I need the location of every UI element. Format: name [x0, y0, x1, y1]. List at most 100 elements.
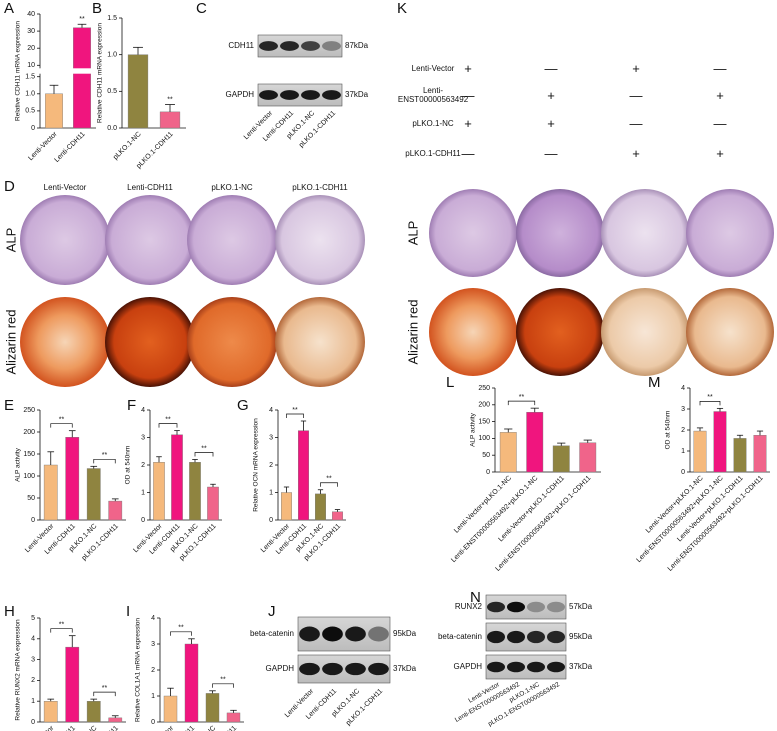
error-bar [188, 638, 195, 644]
error-bar [756, 430, 764, 436]
culture-well [187, 195, 277, 285]
matrix-sign: + [464, 115, 472, 131]
y-tick-label: 1 [151, 693, 155, 700]
significance-label: ** [102, 685, 108, 692]
matrix-sign: + [716, 87, 724, 103]
y-tick-label: 50 [482, 452, 490, 459]
y-axis-label: ALP activity [470, 412, 477, 447]
blot-strip [257, 34, 343, 58]
bar [65, 646, 80, 723]
significance-label: ** [201, 445, 207, 452]
blot-band [527, 630, 545, 644]
bar [713, 411, 727, 473]
blot-strip [257, 83, 343, 107]
blot-band [368, 662, 389, 676]
y-axis-label: Relative OCN mRNA expression [253, 418, 260, 512]
y-tick-label: 3 [269, 434, 273, 441]
bar [526, 411, 544, 473]
plate-row-label: Alizarin red [405, 299, 420, 364]
culture-well [516, 288, 604, 376]
blot-band [299, 626, 320, 642]
blot-band [301, 90, 320, 100]
y-tick-label: 250 [478, 385, 490, 392]
error-bar [174, 430, 180, 435]
blot-size-label: 95kDa [393, 629, 417, 638]
panel-letter: E [4, 397, 14, 414]
y-tick-label: 20 [27, 45, 35, 52]
blot-band [487, 601, 505, 613]
panel-letter: B [92, 0, 102, 17]
error-bar [47, 451, 55, 465]
bar [753, 435, 767, 473]
matrix-row-label: pLKO.1-NC [412, 118, 454, 128]
y-tick-label: 30 [27, 28, 35, 35]
culture-well [20, 195, 110, 285]
significance-bracket [158, 423, 178, 428]
y-tick-label: 1 [269, 489, 273, 496]
plate-row-label: Alizarin red [3, 309, 18, 374]
panel-letter: K [397, 0, 407, 17]
blot-size-label: 57kDa [569, 602, 593, 611]
panel-letter: D [4, 178, 15, 195]
y-tick-label: 0.5 [25, 108, 35, 115]
error-bar [317, 489, 324, 494]
error-bar [156, 456, 162, 463]
matrix-sign: + [547, 115, 555, 131]
x-tick-label: pLKO.1-CDH11 [199, 725, 238, 731]
y-tick-label: 200 [478, 402, 490, 409]
y-tick-label: 100 [23, 473, 35, 480]
y-axis-label: ALP activity [15, 447, 22, 482]
blot-size-label: 87kDa [345, 41, 369, 50]
error-bar [77, 23, 87, 28]
plate-column-label: pLKO.1-NC [211, 183, 253, 192]
plate-column-label: Lenti-CDH11 [127, 183, 173, 192]
error-bar [68, 430, 76, 438]
bar [315, 493, 326, 521]
error-bar [90, 698, 98, 702]
y-axis-label: Relative RUNX2 mRNA expression [15, 619, 22, 721]
significance-label: ** [178, 625, 184, 632]
error-bar [583, 439, 592, 443]
y-tick-label: 150 [23, 451, 35, 458]
culture-well [516, 189, 604, 277]
significance-label: ** [519, 394, 525, 401]
significance-label: ** [167, 96, 173, 103]
blot-band [322, 626, 343, 642]
bar [163, 695, 178, 723]
blot-row-label: CDH11 [228, 41, 254, 50]
y-tick-label: 200 [23, 429, 35, 436]
error-bar [209, 690, 216, 694]
significance-label: ** [220, 677, 226, 684]
blot-band [487, 661, 505, 673]
blot-band [345, 662, 366, 676]
bar [171, 434, 183, 521]
y-axis-label: OD at 540nm [665, 411, 672, 450]
significance-label: ** [326, 476, 332, 483]
bar [579, 442, 597, 473]
y-tick-label: 4 [141, 407, 145, 414]
blot-band [301, 41, 320, 51]
y-tick-label: 10 [27, 62, 35, 69]
blot-band [507, 630, 525, 644]
matrix-sign: — [629, 115, 643, 131]
panel-letter: J [268, 603, 276, 620]
matrix-sign: + [632, 60, 640, 76]
blot-band [547, 661, 565, 673]
blot-band [322, 662, 343, 676]
blot-band [527, 661, 545, 673]
y-tick-label: 3 [31, 656, 35, 663]
bar [733, 438, 747, 473]
blot-row-label: GAPDH [266, 664, 295, 673]
error-bar [133, 46, 143, 55]
x-tick-label: Lenti-ENST00000563492+pLKO.1-CDH11 [667, 475, 765, 573]
error-bar [192, 459, 198, 463]
y-tick-label: 0 [681, 469, 685, 476]
error-bar [334, 509, 341, 512]
plate-column-label: Lenti-Vector [44, 183, 87, 192]
significance-bracket [212, 683, 234, 688]
axis-break [36, 68, 96, 74]
matrix-sign: — [461, 145, 475, 161]
blot-size-label: 95kDa [569, 632, 593, 641]
error-bar [736, 434, 744, 439]
error-bar [504, 428, 513, 433]
